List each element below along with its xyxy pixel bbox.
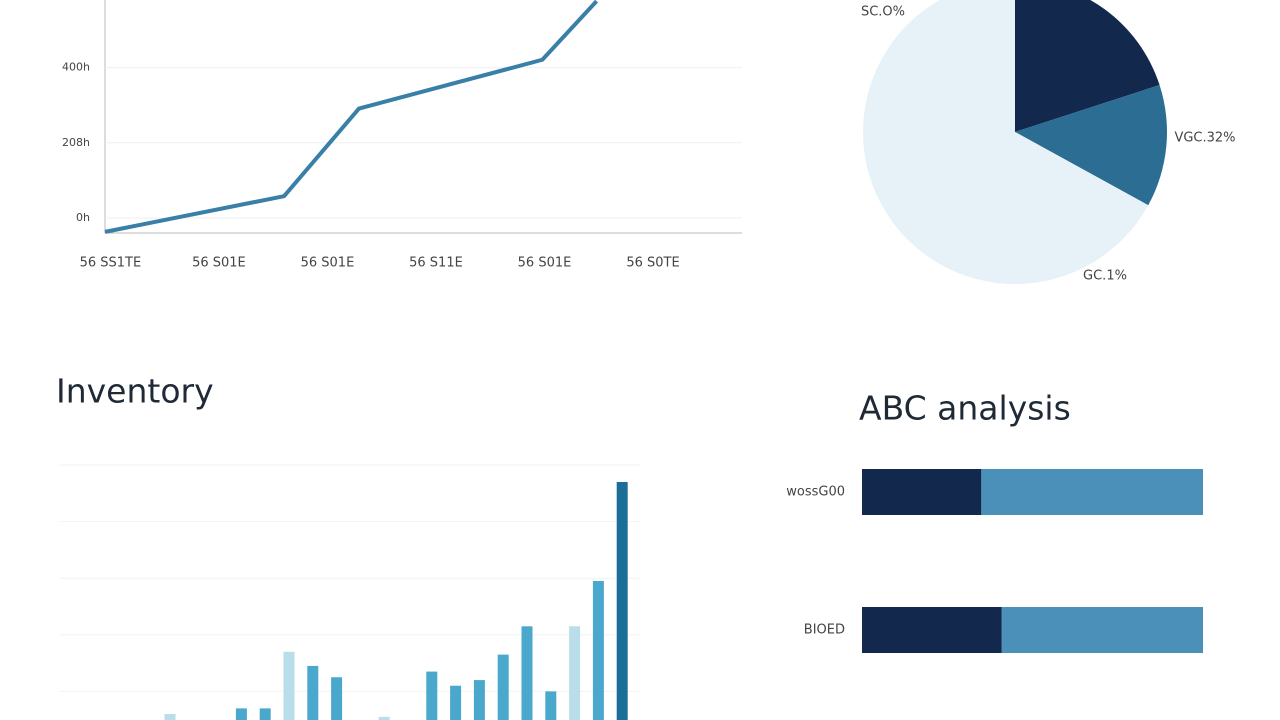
slice-label: VGC.32% <box>1174 131 1235 146</box>
bar <box>307 665 319 720</box>
bar <box>521 626 533 720</box>
category-label: BIOED <box>804 623 845 638</box>
bar-segment <box>862 607 1002 653</box>
bar <box>259 708 271 720</box>
bar <box>616 481 628 720</box>
bar <box>592 581 604 720</box>
bar <box>378 716 390 720</box>
x-tick-label: 56 S01E <box>301 256 355 271</box>
pie-slice <box>1015 0 1160 132</box>
slice-label: GC.1% <box>1083 269 1127 284</box>
panel-title: Inventory <box>56 372 214 411</box>
bar <box>426 671 438 720</box>
x-tick-label: 56 SS1TE <box>80 256 142 271</box>
bar <box>283 651 295 720</box>
bar-segment <box>981 469 1203 515</box>
y-tick-label: 208h <box>62 136 90 149</box>
bar <box>569 626 581 720</box>
y-tick-label: 400h <box>62 61 90 74</box>
bar-segment <box>1001 607 1203 653</box>
x-tick-label: 56 S11E <box>409 256 463 271</box>
bar <box>497 654 509 720</box>
bar <box>450 685 462 720</box>
x-tick-label: 56 S01E <box>518 256 572 271</box>
category-label: wossG00 <box>786 485 845 500</box>
panel-title: ABC analysis <box>859 389 1071 428</box>
bar <box>331 677 343 720</box>
pie-slice <box>1015 85 1167 206</box>
x-tick-label: 56 S0TE <box>626 256 679 271</box>
bar <box>545 691 557 720</box>
slice-label: SC.O% <box>861 5 905 20</box>
y-tick-label: 0h <box>76 211 90 224</box>
line-series <box>104 0 599 234</box>
bar <box>164 714 176 720</box>
bar-segment <box>862 469 982 515</box>
x-tick-label: 56 S01E <box>192 256 246 271</box>
bar <box>235 708 247 720</box>
pie-slice <box>863 0 1149 284</box>
bar <box>473 680 485 720</box>
